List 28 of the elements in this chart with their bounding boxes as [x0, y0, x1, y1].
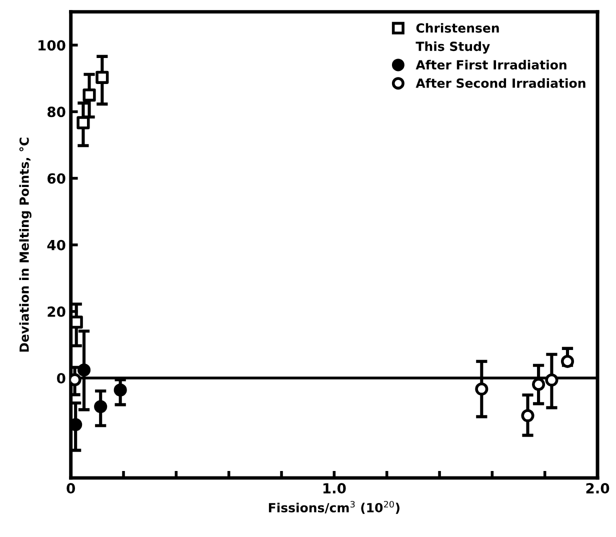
- point: [532, 378, 546, 391]
- point: [96, 70, 109, 84]
- y-tick-label: 40: [47, 240, 66, 250]
- point: [521, 409, 534, 422]
- point: [560, 354, 574, 368]
- point: [82, 88, 96, 102]
- point: [70, 418, 82, 432]
- y-tick-label: 20: [48, 306, 66, 317]
- y-tick-label: 80: [48, 106, 66, 118]
- annotation: This Study: [416, 41, 490, 54]
- y-tick-label: 60: [48, 173, 66, 184]
- y-axis-title: Deviation in Melting Points, °C: [19, 138, 32, 352]
- y-tick-label: 0: [56, 373, 66, 384]
- point: [545, 374, 558, 387]
- point: [94, 400, 108, 414]
- point: [114, 383, 127, 397]
- x-tick-label: 2.0: [586, 483, 610, 494]
- point: [475, 382, 488, 396]
- x-tick-label: 1.0: [323, 483, 346, 494]
- legend-label: After Second Irradiation: [416, 78, 586, 88]
- point: [70, 316, 83, 329]
- legend-label: Christensen: [416, 23, 499, 33]
- point: [77, 364, 91, 377]
- x-axis-title: Fissions/cm$^{3}$ (10$^{20}$): [268, 500, 400, 514]
- point: [76, 116, 90, 130]
- legend-label: After First Irradiation: [416, 60, 566, 70]
- y-tick-label: 100: [38, 40, 66, 51]
- x-tick-label: 0: [66, 483, 76, 494]
